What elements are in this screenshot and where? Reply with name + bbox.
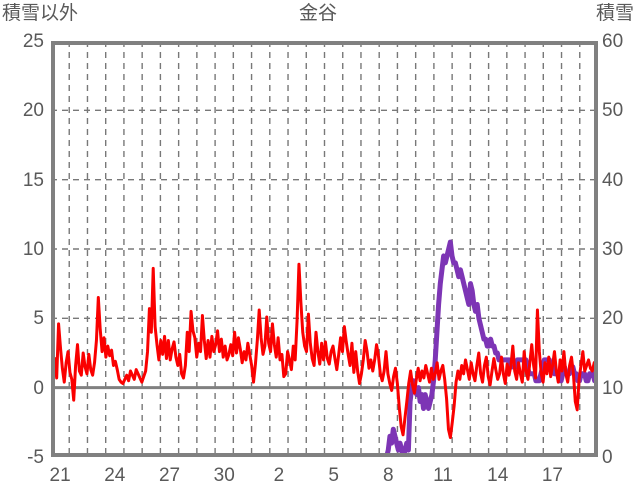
- x-axis-tick-label: 14: [487, 465, 509, 486]
- x-axis-tick-label: 27: [158, 465, 181, 486]
- right-axis-tick-label: 30: [602, 239, 624, 260]
- x-axis-tick-label: 5: [328, 465, 339, 486]
- left-axis-tick-label: 20: [22, 100, 44, 122]
- x-axis-tick-label: 8: [383, 465, 394, 486]
- plot-frame: [51, 41, 598, 457]
- right-axis-tick-label: 60: [602, 31, 624, 52]
- left-axis-title: 積雪以外: [2, 3, 79, 24]
- right-axis-tick-label: 40: [602, 169, 624, 191]
- series-line-non-snow: [51, 262, 598, 440]
- left-axis-tick-label: 25: [22, 31, 44, 52]
- right-axis-title: 積雪: [595, 3, 634, 24]
- right-axis-tick-label: 50: [602, 100, 624, 122]
- x-axis-tick-label: 24: [104, 465, 126, 486]
- left-axis-tick-label: 0: [33, 377, 44, 399]
- page-title: 金谷: [298, 3, 337, 24]
- x-axis-tick-label: 11: [433, 465, 453, 486]
- left-axis-tick-label: 5: [33, 308, 44, 330]
- x-axis-tick-label: 21: [49, 465, 71, 486]
- series-line-snow: [51, 239, 598, 457]
- right-axis-tick-label: 10: [602, 377, 624, 399]
- left-axis-tick-label: 15: [22, 169, 44, 191]
- x-axis-tick-label: 2: [273, 465, 285, 486]
- plot-area: [51, 41, 598, 457]
- right-axis-tick-label: 20: [602, 308, 624, 330]
- right-axis-tick-label: 0: [602, 447, 613, 468]
- plot-svg: [51, 41, 598, 457]
- left-axis-tick-label: -5: [27, 447, 44, 468]
- horizontal-gridlines: [51, 109, 598, 320]
- left-axis-tick-label: 10: [22, 239, 44, 260]
- x-axis-tick-label: 17: [541, 465, 563, 486]
- x-axis-tick-label: 30: [213, 465, 235, 486]
